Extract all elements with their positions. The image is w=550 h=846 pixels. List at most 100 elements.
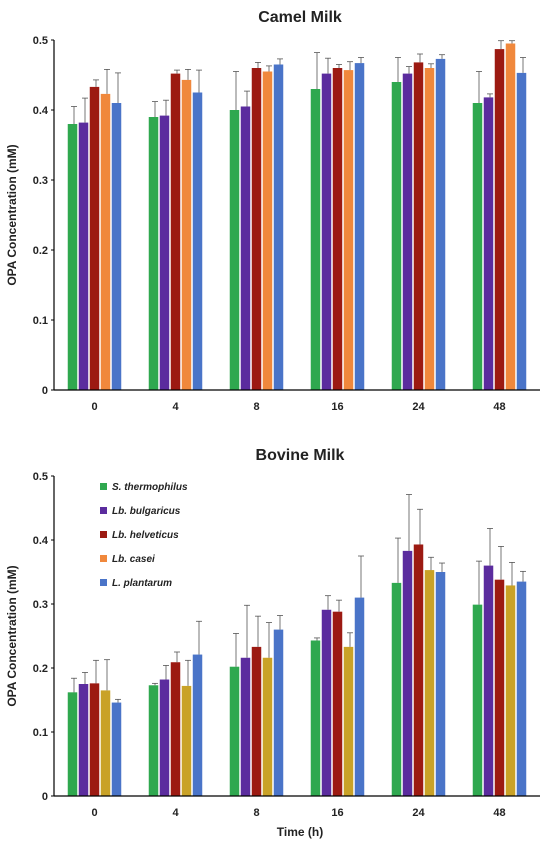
bar [192,654,203,796]
bar [111,103,122,390]
bar [262,657,273,796]
y-axis-title-bovine: OPA Concentration (mM) [5,565,19,706]
bar [343,646,354,796]
bar [240,657,251,796]
x-tick-label: 0 [91,807,97,819]
y-tick-label: 0.3 [33,175,48,187]
y-tick-label: 0.2 [33,663,48,675]
x-tick-label: 16 [331,807,343,819]
bar [78,684,89,796]
bar [100,93,111,391]
bar [413,62,424,391]
x-tick-label: 48 [493,401,505,413]
bar [310,640,321,796]
bar [424,570,435,796]
x-tick-label: 4 [172,807,179,819]
bar [170,73,181,390]
bar [472,103,483,390]
legend-item-l-plantarum: L. plantarum [100,578,172,589]
bar [89,683,100,796]
bovine-milk-chart: Bovine Milk OPA Concentration (mM) 0 0.1 0… [5,447,540,839]
bar [494,579,505,796]
bar [251,68,262,390]
bar [310,89,321,390]
bar [251,646,262,796]
bar [67,124,78,390]
x-tick-label: 24 [412,401,425,413]
bar [391,582,402,796]
legend-label-lb-bulgaricus: Lb. bulgaricus [112,506,181,517]
bar [343,70,354,390]
bar [391,82,402,390]
legend-swatch-lb-helveticus [100,531,107,538]
bar [273,629,284,796]
bar [354,63,365,390]
camel-milk-chart: Camel Milk OPA Concentration (mM) 0 0.1 0.… [5,9,540,413]
y-tick-label: 0 [42,385,48,397]
plot-area-camel: 00.10.20.30.40.50 4 8 16 24 48 [33,35,540,413]
bar [402,550,413,796]
bar [181,685,192,796]
legend-item-lb-bulgaricus: Lb. bulgaricus [100,506,181,517]
chart-title-bovine: Bovine Milk [256,447,345,464]
y-tick-label: 0.4 [33,535,49,547]
bar [192,92,203,390]
y-axis-title-camel: OPA Concentration (mM) [5,144,19,285]
bar [402,73,413,390]
bar [111,702,122,796]
y-tick-label: 0.1 [33,727,48,739]
y-tick-label: 0.5 [33,471,48,483]
bar [435,572,446,796]
bar [89,86,100,391]
bar [181,79,192,391]
bar [332,68,343,390]
bar [472,604,483,796]
legend-swatch-l-plantarum [100,579,107,586]
bar [100,690,111,796]
bar [494,49,505,390]
bar [229,110,240,390]
bar [483,565,494,796]
x-tick-label: 8 [253,807,259,819]
y-tick-label: 0.4 [33,105,49,117]
bar [229,666,240,796]
x-axis-title: Time (h) [277,825,323,839]
bar [321,609,332,796]
legend-label-l-plantarum: L. plantarum [112,578,172,589]
y-tick-label: 0.3 [33,599,48,611]
y-tick-label: 0.5 [33,35,48,47]
bar [354,597,365,796]
bar [159,115,170,390]
chart-title-camel: Camel Milk [258,9,342,26]
bar [262,71,273,390]
bar [483,97,494,391]
bar [332,611,343,796]
bar [67,692,78,796]
plot-area-bovine: 00.10.20.30.40.50 4 8 16 24 48 [33,471,540,819]
x-tick-label: 8 [253,401,259,413]
bar [170,662,181,796]
bar [148,117,159,390]
bar [148,685,159,796]
x-tick-label: 24 [412,807,425,819]
bar [273,64,284,390]
y-tick-label: 0.1 [33,315,48,327]
bar [516,581,527,796]
bar [413,544,424,796]
y-tick-label: 0 [42,791,48,803]
legend-swatch-lb-casei [100,555,107,562]
legend: S. thermophilus Lb. bulgaricus Lb. helve… [100,482,188,589]
bar [78,122,89,390]
legend-item-s-thermophilus: S. thermophilus [100,482,188,493]
bar [435,58,446,391]
bar [516,72,527,391]
bar [505,43,516,390]
bar [424,68,435,390]
bar [505,585,516,796]
x-tick-label: 16 [331,401,343,413]
y-tick-label: 0.2 [33,245,48,257]
bar [240,106,251,390]
legend-item-lb-casei: Lb. casei [100,554,155,565]
legend-swatch-lb-bulgaricus [100,507,107,514]
